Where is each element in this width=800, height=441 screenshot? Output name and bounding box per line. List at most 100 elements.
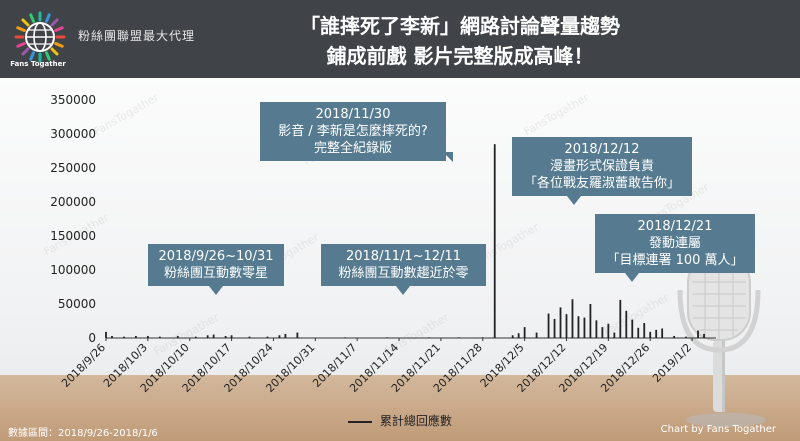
y-tick-label: 100000 bbox=[50, 263, 96, 277]
bar bbox=[296, 332, 299, 338]
logo-ray bbox=[29, 13, 35, 23]
bar bbox=[619, 299, 622, 338]
logo-ray bbox=[45, 13, 51, 23]
annotation-line: 2018/11/30 bbox=[315, 107, 391, 122]
annotation-comic-post: 2018/12/12 漫畫形式保證負責 「各位戰友羅淑蕾敢告你」 bbox=[512, 137, 692, 205]
bar bbox=[643, 323, 646, 338]
annotation-line: 粉絲團互動數零星 bbox=[163, 266, 268, 281]
annotation-line: 影音 / 李新是怎麼摔死的? bbox=[278, 124, 428, 139]
logo-ray bbox=[16, 26, 26, 32]
bar bbox=[571, 299, 574, 338]
bar bbox=[523, 327, 526, 338]
bar bbox=[535, 332, 538, 338]
bar bbox=[553, 318, 556, 338]
logo-ray bbox=[50, 18, 59, 27]
bar bbox=[266, 336, 269, 338]
bar bbox=[278, 335, 281, 338]
bar bbox=[428, 337, 430, 338]
logo-ray bbox=[54, 42, 64, 48]
bar bbox=[457, 337, 460, 338]
annotation-quiet-period: 2018/11/1~12/11 粉絲團互動數趨近於零 bbox=[321, 244, 486, 295]
annotation-line: 漫畫形式保證負責 bbox=[549, 159, 654, 174]
bar bbox=[111, 335, 113, 338]
x-tick-label: 2018/9/26 bbox=[59, 341, 108, 390]
bar bbox=[637, 327, 640, 338]
bar bbox=[565, 314, 568, 338]
bar bbox=[481, 337, 484, 338]
annotation-line: 發動連屬 bbox=[648, 236, 701, 251]
bar bbox=[547, 313, 550, 338]
annotation-line: 粉絲團互動數趨近於零 bbox=[338, 266, 469, 281]
bar bbox=[105, 331, 107, 338]
bar bbox=[284, 333, 287, 338]
bar bbox=[577, 316, 580, 338]
y-tick-label: 300000 bbox=[50, 127, 96, 141]
y-tick-label: 250000 bbox=[50, 161, 96, 175]
legend-line-swatch bbox=[348, 420, 373, 423]
bar bbox=[661, 328, 664, 338]
bar bbox=[673, 335, 676, 338]
logo-ray bbox=[21, 47, 30, 56]
bar bbox=[559, 307, 562, 338]
bar bbox=[511, 335, 514, 338]
logo-ray bbox=[21, 18, 30, 27]
org-name: 粉絲團聯盟最大代理 bbox=[78, 29, 196, 43]
data-range-note: 數據區間：2018/9/26-2018/1/6 bbox=[8, 428, 158, 439]
y-tick-label: 200000 bbox=[50, 195, 96, 209]
bar bbox=[146, 335, 149, 338]
bar bbox=[386, 337, 388, 338]
annotation-video-peak: 2018/11/30 影音 / 李新是怎麼摔死的? 完整全紀錄版 bbox=[260, 102, 453, 162]
bar bbox=[583, 317, 586, 338]
floor-background bbox=[0, 375, 800, 441]
chart-title: 「誰摔死了李新」網路討論聲量趨勢 bbox=[300, 14, 620, 38]
x-tick-label: 2019/1/2 bbox=[650, 341, 694, 385]
bar bbox=[697, 330, 699, 338]
bar bbox=[493, 144, 496, 338]
annotation-petition: 2018/12/21 發動連屬 「目標連署 100 萬人」 bbox=[595, 214, 755, 282]
annotation-line: 「目標連署 100 萬人」 bbox=[606, 253, 744, 268]
y-tick-label: 50000 bbox=[58, 297, 96, 311]
bar bbox=[607, 323, 610, 338]
bar bbox=[703, 333, 705, 338]
logo-ray bbox=[54, 26, 64, 32]
bar bbox=[344, 337, 347, 338]
bar bbox=[206, 335, 209, 338]
logo-ray bbox=[16, 42, 26, 48]
header-banner: Fans Togather 粉絲團聯盟最大代理 「誰摔死了李新」網路討論聲量趨勢… bbox=[0, 0, 800, 78]
bar bbox=[135, 335, 137, 338]
bar bbox=[248, 336, 251, 338]
bar bbox=[601, 327, 604, 338]
bar bbox=[123, 336, 125, 338]
annotation-line: 完整全紀錄版 bbox=[313, 141, 392, 156]
logo-ray bbox=[45, 51, 51, 61]
annotation-line: 「各位戰友羅淑蕾敢告你」 bbox=[523, 176, 680, 191]
brand-name: Fans Togather bbox=[10, 60, 66, 68]
bar bbox=[595, 320, 598, 338]
annotation-early-period: 2018/9/26~10/31 粉絲團互動數零星 bbox=[148, 244, 284, 295]
bar bbox=[589, 304, 592, 338]
chart-subtitle: 鋪成前戲 影片完整版成高峰！ bbox=[326, 44, 594, 68]
bar bbox=[649, 331, 652, 338]
annotation-line: 2018/11/1~12/11 bbox=[345, 249, 461, 264]
bar bbox=[685, 336, 687, 338]
legend-label: 累計總回應數 bbox=[379, 414, 452, 428]
bar bbox=[655, 329, 658, 338]
bar bbox=[613, 332, 616, 338]
bar bbox=[230, 335, 233, 338]
bar bbox=[194, 336, 197, 338]
bar bbox=[224, 335, 227, 338]
globe-logo-icon bbox=[14, 11, 66, 63]
bar bbox=[176, 335, 179, 338]
y-tick-label: 150000 bbox=[50, 229, 96, 243]
bar bbox=[631, 319, 634, 338]
annotation-line: 2018/12/21 bbox=[637, 219, 713, 234]
y-tick-label: 350000 bbox=[50, 93, 96, 107]
annotation-line: 2018/12/12 bbox=[564, 142, 640, 157]
chart-credit: Chart by Fans Togather bbox=[660, 424, 776, 435]
y-tick-label: 0 bbox=[88, 331, 96, 345]
chart-legend: 累計總回應數 bbox=[0, 412, 800, 429]
annotation-line: 2018/9/26~10/31 bbox=[158, 249, 274, 264]
bar bbox=[625, 310, 628, 338]
